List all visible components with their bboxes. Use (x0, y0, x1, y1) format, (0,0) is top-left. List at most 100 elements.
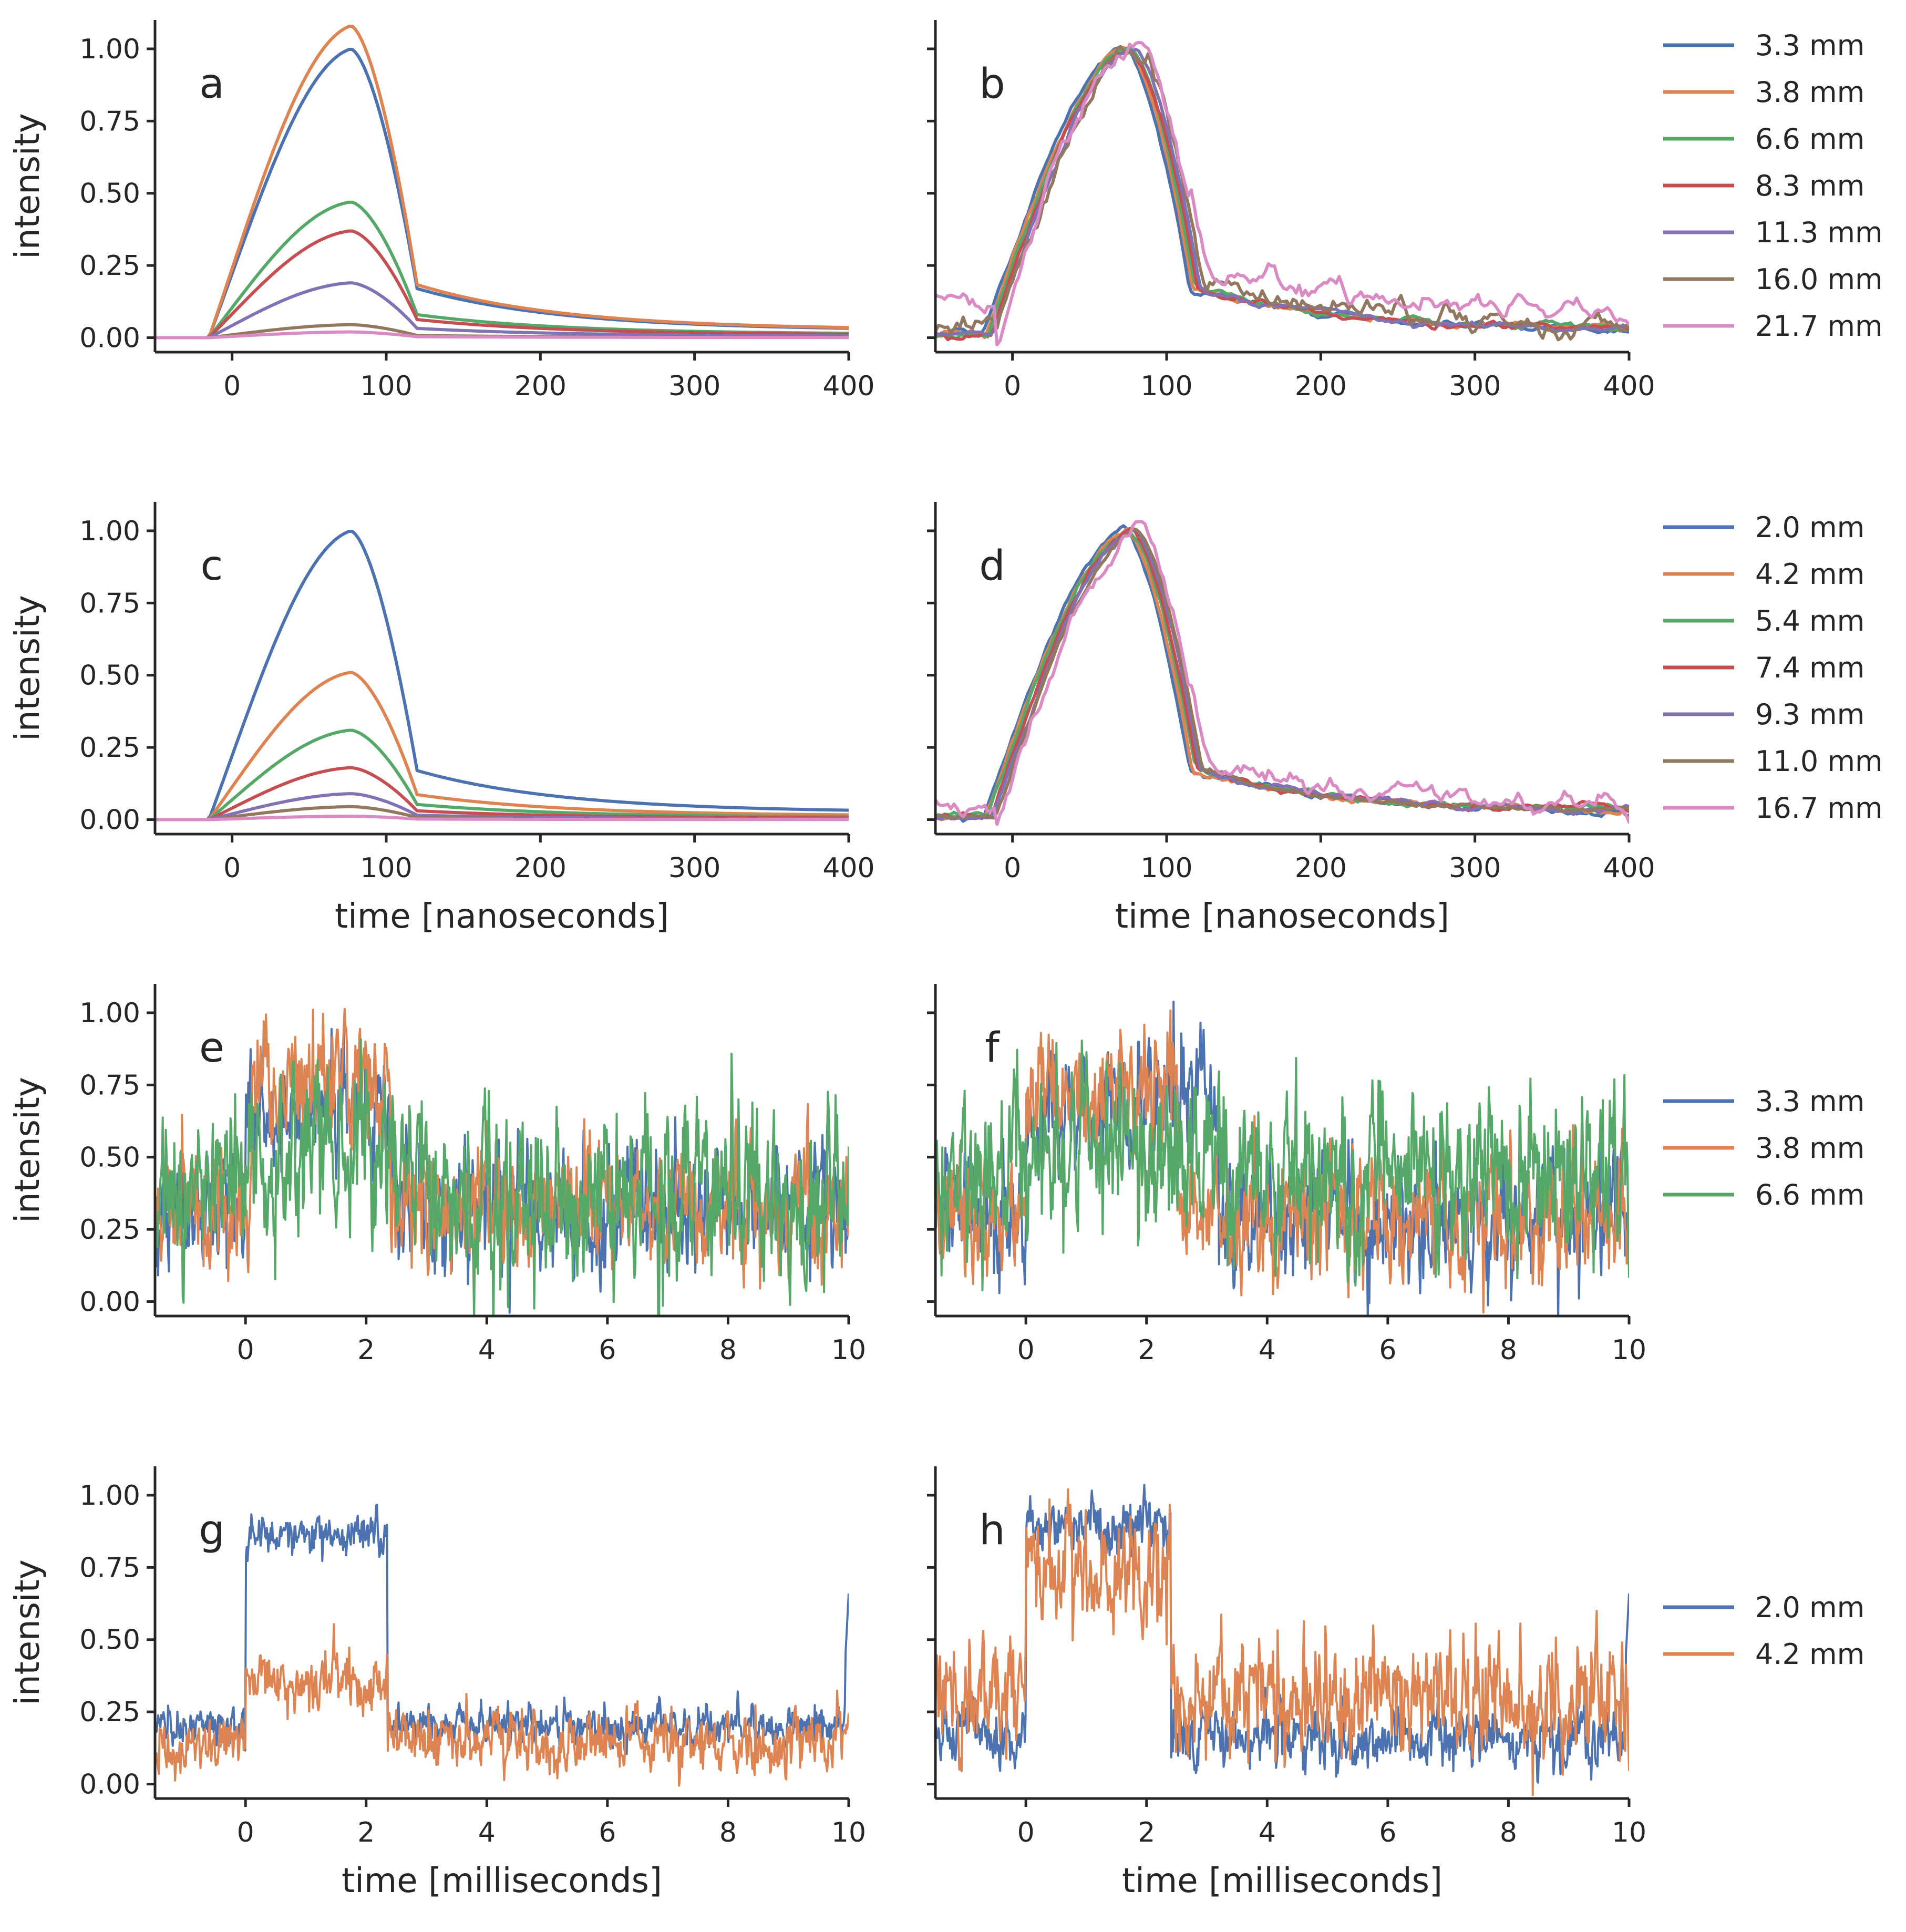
y-tick-label: 1.00 (79, 1480, 140, 1512)
x-tick-label: 200 (514, 852, 566, 884)
series-line (935, 40, 1629, 346)
x-tick-label: 300 (1449, 852, 1501, 884)
series-line (935, 1009, 1629, 1314)
panel-e: 0 2 4 6 8 10 0.00 0.25 0.50 0.75 1.00 intensity e (8, 984, 866, 1366)
x-tick-label: 8 (1500, 1334, 1517, 1366)
series-line (155, 200, 849, 340)
x-tick-label: 10 (1612, 1334, 1646, 1366)
x-tick-label: 6 (1379, 1334, 1396, 1366)
series-line (155, 1038, 849, 1316)
legend-label: 5.4 mm (1755, 604, 1864, 638)
x-tick-label: 2 (1138, 1817, 1155, 1848)
panel-letter: d (979, 542, 1005, 590)
panel-letter: b (979, 60, 1005, 108)
x-tick-label: 0 (223, 852, 241, 884)
panel-letter: f (985, 1024, 1000, 1072)
legend-row4: 2.0 mm 4.2 mm (1663, 1591, 1864, 1671)
y-tick-label: 0.25 (79, 1214, 140, 1246)
x-tick-label: 400 (1603, 371, 1655, 402)
series-line (155, 671, 849, 821)
x-tick-label: 6 (1379, 1817, 1396, 1848)
y-tick-label: 0.75 (79, 1552, 140, 1584)
legend-label: 6.6 mm (1755, 1178, 1864, 1211)
series-line (935, 530, 1629, 818)
legend-label: 11.3 mm (1755, 216, 1883, 249)
x-tick-label: 100 (360, 371, 412, 402)
x-tick-label: 100 (1140, 371, 1192, 402)
panel-c: 0 100 200 300 400 0.00 0.25 0.50 0.75 1.00 intensi… (8, 502, 875, 936)
series-line (935, 1488, 1629, 1796)
x-tick-label: 300 (668, 371, 720, 402)
series-line (155, 330, 849, 340)
series-group (155, 25, 849, 340)
x-tick-label: 4 (1259, 1817, 1276, 1848)
x-axis-label: time [milliseconds] (342, 1862, 662, 1900)
x-tick-label: 300 (1449, 371, 1501, 402)
x-tick-label: 4 (1259, 1334, 1276, 1366)
x-tick-label: 0 (237, 1817, 254, 1848)
legend-label: 4.2 mm (1755, 1638, 1864, 1671)
series-line (155, 529, 849, 821)
y-tick-label: 0.50 (79, 1625, 140, 1656)
x-tick-label: 200 (514, 371, 566, 402)
y-axis-label: intensity (8, 595, 47, 741)
x-tick-label: 200 (1295, 371, 1347, 402)
x-tick-label: 400 (822, 371, 874, 402)
panel-letter: c (201, 542, 223, 590)
legend-row3: 3.3 mm 3.8 mm 6.6 mm (1663, 1085, 1864, 1211)
panel-letter: e (199, 1024, 224, 1072)
legend-label: 3.3 mm (1755, 29, 1864, 62)
series-group (155, 1008, 849, 1316)
legend-label: 2.0 mm (1755, 1591, 1864, 1624)
panel-letter: h (979, 1507, 1005, 1554)
series-line (155, 229, 849, 340)
legend-label: 3.3 mm (1755, 1085, 1864, 1118)
x-tick-label: 2 (357, 1334, 375, 1366)
series-line (155, 728, 849, 821)
series-line (935, 46, 1629, 340)
x-tick-label: 0 (237, 1334, 254, 1366)
legend-label: 2.0 mm (1755, 511, 1864, 544)
series-line (155, 814, 849, 821)
panel-b: 0 100 200 300 400 b (927, 20, 1655, 402)
legend-label: 4.2 mm (1755, 558, 1864, 591)
y-tick-label: 0.00 (79, 1287, 140, 1318)
y-tick-label: 0.00 (79, 1769, 140, 1801)
legend-label: 16.7 mm (1755, 792, 1883, 825)
x-tick-label: 4 (478, 1817, 496, 1848)
panel-letter: a (199, 60, 224, 108)
panel-a: 0 100 200 300 400 0.00 0.25 0.50 0.75 1.00 intensi… (8, 20, 875, 402)
y-axis-label: intensity (8, 1077, 47, 1222)
y-tick-label: 0.75 (79, 106, 140, 137)
x-tick-label: 0 (1017, 1334, 1035, 1366)
x-tick-label: 0 (1017, 1817, 1035, 1848)
y-tick-label: 0.75 (79, 588, 140, 619)
x-tick-label: 10 (831, 1817, 866, 1848)
y-tick-label: 0.25 (79, 732, 140, 764)
y-tick-label: 1.00 (79, 516, 140, 547)
series-group (935, 1000, 1629, 1316)
y-tick-label: 0.00 (79, 805, 140, 836)
panel-d: 0 100 200 300 400 time [nanoseconds] d (927, 502, 1655, 936)
y-tick-label: 0.50 (79, 178, 140, 210)
x-tick-label: 8 (719, 1817, 737, 1848)
x-tick-label: 2 (357, 1817, 375, 1848)
series-line (935, 527, 1629, 820)
panel-g: 0 2 4 6 8 10 0.00 0.25 0.50 0.75 1.00 intensity time… (8, 1466, 866, 1900)
x-tick-label: 300 (668, 852, 720, 884)
legend-row2: 2.0 mm 4.2 mm 5.4 mm 7.4 mm 9.3 mm 11.0 mm 16.… (1663, 511, 1883, 825)
legend-label: 16.0 mm (1755, 263, 1883, 296)
x-tick-label: 8 (719, 1334, 737, 1366)
y-tick-label: 0.25 (79, 250, 140, 282)
x-tick-label: 10 (831, 1334, 866, 1366)
y-axis-label: intensity (8, 113, 47, 259)
series-group (935, 1484, 1629, 1796)
legend-label: 6.6 mm (1755, 122, 1864, 156)
x-tick-label: 400 (1603, 852, 1655, 884)
x-tick-label: 6 (599, 1817, 616, 1848)
panel-h: 0 2 4 6 8 10 time [milliseconds] h (927, 1466, 1646, 1900)
series-line (935, 1040, 1629, 1291)
x-tick-label: 6 (599, 1334, 616, 1366)
x-axis-label: time [nanoseconds] (335, 897, 669, 936)
